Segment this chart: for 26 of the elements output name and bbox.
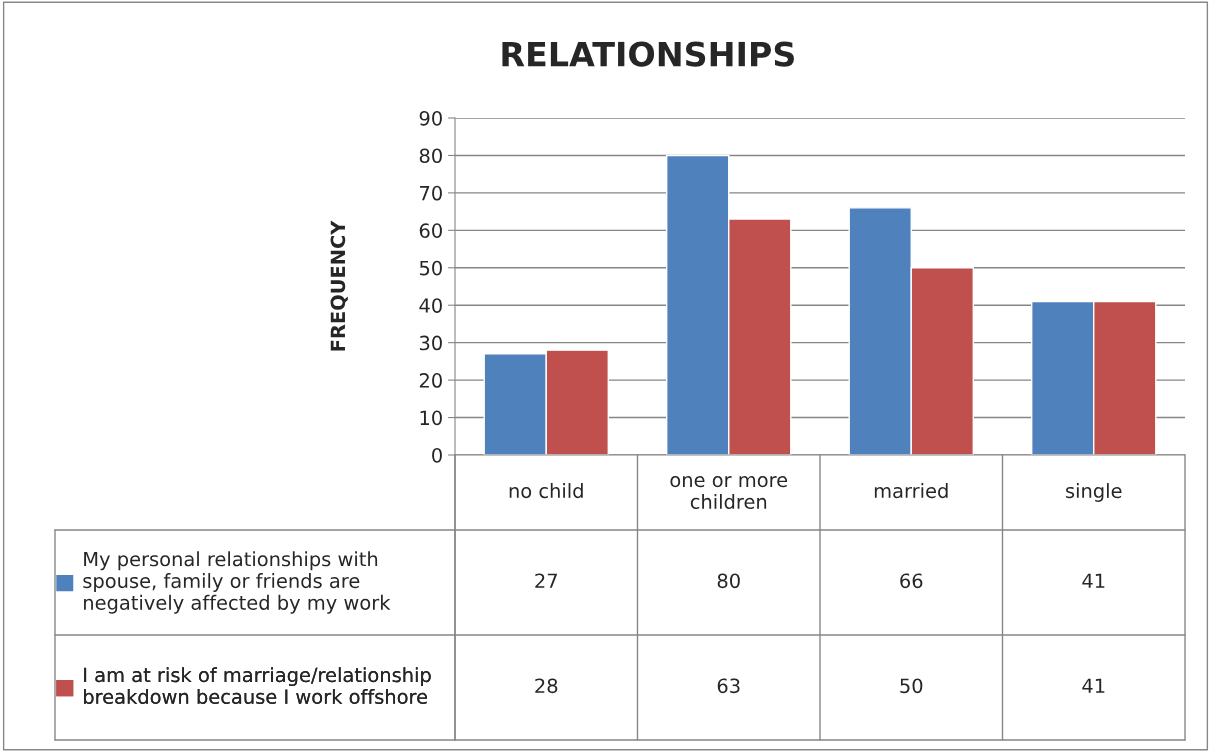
y-tick-label: 20 [419,373,442,388]
y-tick-label: 80 [419,148,442,164]
data-label: 41 [1082,678,1105,693]
data-label: 41 [1082,573,1105,588]
data-label: 27 [535,573,557,588]
chart-title: RELATIONSHIPS [502,41,794,67]
y-tick-label: 0 [432,447,442,463]
data-label: 66 [900,573,923,589]
x-tick-label: single [1066,483,1122,502]
legend-label: My personal relationships with spouse, family or friends are negatively affected by my work [83,551,391,614]
x-tick-label: no child [509,483,583,499]
y-tick-label: 50 [419,260,442,276]
y-tick-label: 70 [420,185,442,201]
x-tick-label: one or more children [670,476,788,510]
data-label: 28 [535,678,558,694]
y-tick-label: 90 [419,110,442,126]
data-label: 80 [717,573,740,589]
data-label: 50 [900,678,923,694]
y-tick-label: 30 [419,335,442,351]
y-tick-label: 40 [419,298,442,313]
y-tick-label: 60 [419,223,442,238]
data-label: 63 [717,678,740,694]
y-axis-title: FREQUENCY [330,220,348,351]
y-tick-label: 10 [420,410,442,426]
legend-label: I am at risk of marriage/relationship breakdown because I work offshore [84,667,431,705]
x-tick-label: married [874,483,948,499]
